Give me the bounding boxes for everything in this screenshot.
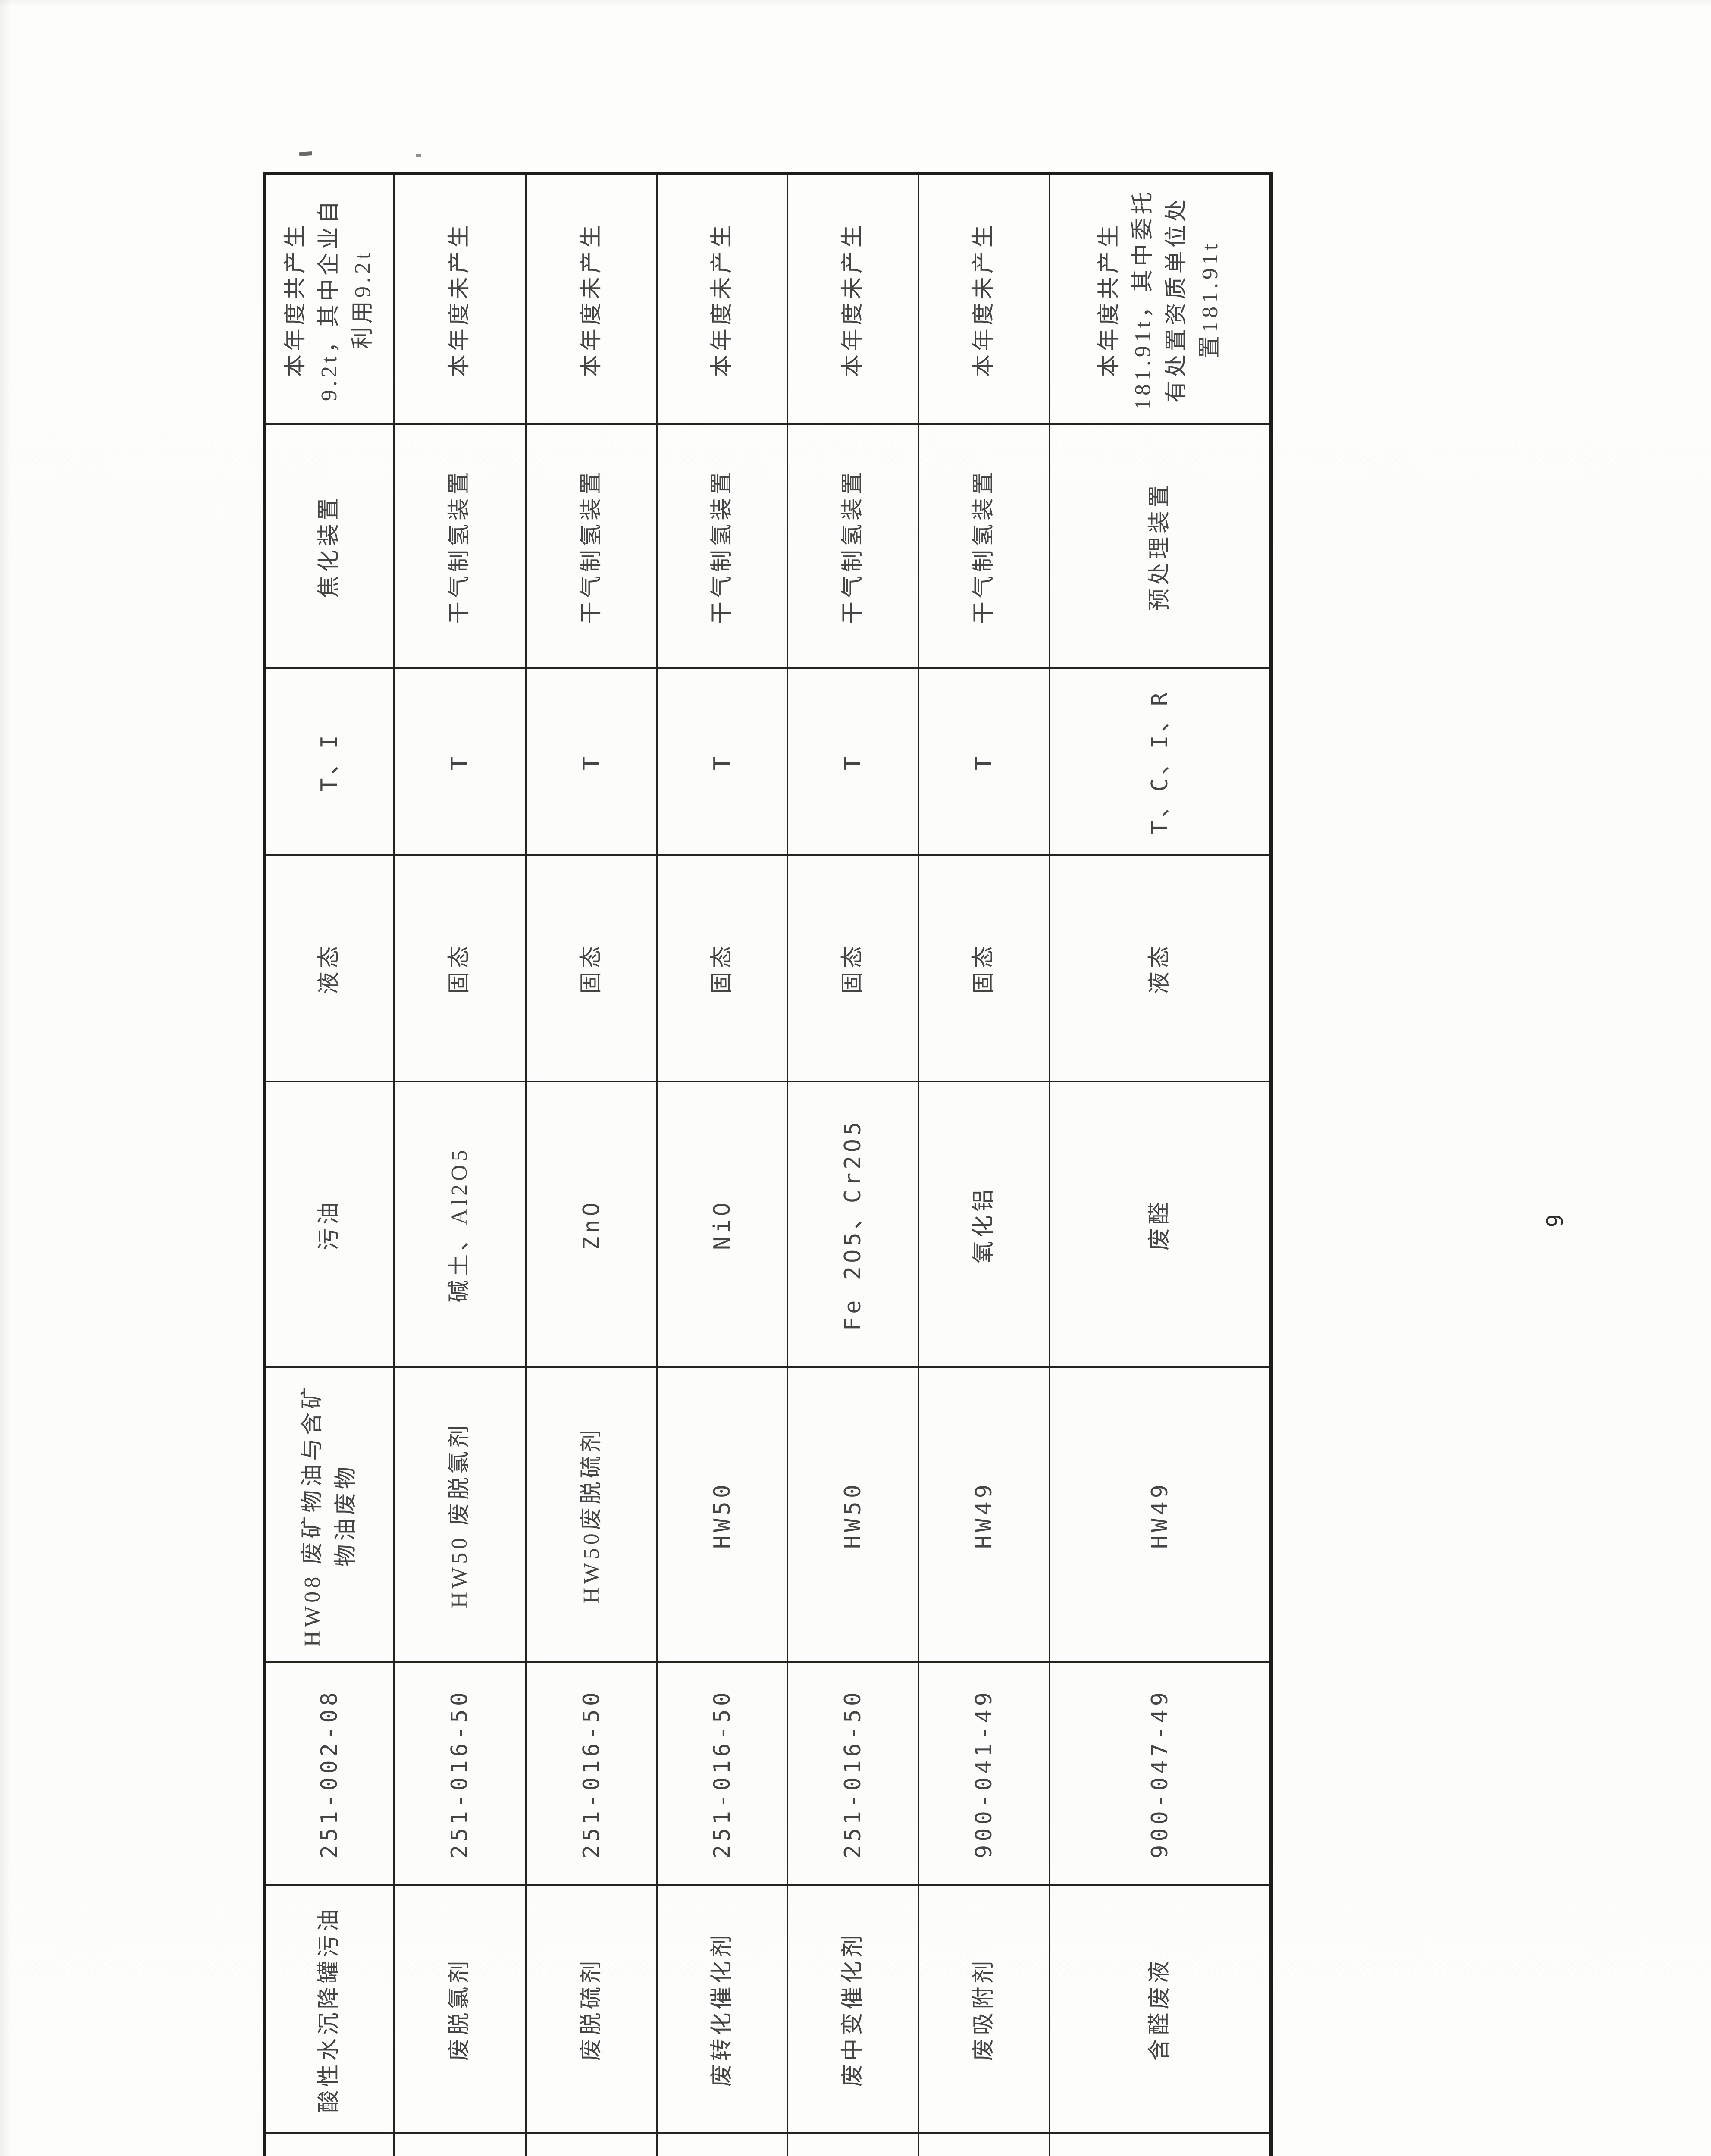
cell-waste-category: HW49: [1049, 1367, 1272, 1663]
cell-waste-name: 废吸附剂: [918, 1885, 1050, 2134]
cell-composition: 氧化铝: [918, 1081, 1050, 1368]
cell-waste-category: HW50 废脱氯剂: [393, 1367, 526, 1663]
cell-serial: 18: [657, 2133, 787, 2156]
cell-disposal-code: T: [393, 668, 526, 855]
table-row-19: 19 废中变催化剂 251-016-50 HW50 Fe 2O5、Cr2O5 固…: [787, 173, 918, 2156]
cell-facility: 干气制氢装置: [526, 424, 657, 669]
cell-facility: 干气制氢装置: [393, 424, 526, 669]
cell-serial: 16: [393, 2133, 526, 2156]
page-top-shadow: [0, 0, 1711, 6]
cell-waste-name: 酸性水沉降罐污油: [264, 1885, 394, 2134]
cell-production-status: 本年度未产生: [787, 173, 918, 424]
cell-composition: 碱土、Al2O5: [393, 1081, 526, 1368]
cell-composition: ZnO: [526, 1081, 657, 1368]
cell-composition: 废醛: [1049, 1081, 1272, 1368]
cell-waste-code: 251-016-50: [393, 1662, 526, 1885]
cell-production-status: 本年度未产生: [918, 173, 1050, 424]
cell-physical-form: 固态: [918, 855, 1050, 1082]
cell-production-status: 本年度共产生9.2t，其中企业自利用9.2t: [264, 173, 394, 424]
cell-disposal-code: T: [918, 668, 1050, 855]
cell-disposal-code: T、I: [264, 668, 394, 855]
table-row-21: 21 含醛废液 900-047-49 HW49 废醛 液态 T、C、I、R 预处…: [1049, 173, 1272, 2156]
cell-production-status: 本年度未产生: [657, 173, 787, 424]
cell-waste-code: 251-016-50: [526, 1662, 657, 1885]
hazardous-waste-registry-table: 15 酸性水沉降罐污油 251-002-08 HW08 废矿物油与含矿物油废物 …: [263, 172, 1273, 2156]
cell-physical-form: 固态: [526, 855, 657, 1082]
cell-physical-form: 固态: [393, 855, 526, 1082]
cell-serial: 17: [526, 2133, 657, 2156]
cell-waste-category: HW49: [918, 1367, 1050, 1663]
cell-composition: NiO: [657, 1081, 787, 1368]
cell-facility: 干气制氢装置: [918, 424, 1050, 669]
cell-facility: 焦化装置: [264, 424, 394, 669]
table-row-15: 15 酸性水沉降罐污油 251-002-08 HW08 废矿物油与含矿物油废物 …: [264, 173, 394, 2156]
cell-physical-form: 液态: [1049, 855, 1272, 1082]
cell-waste-code: 251-016-50: [657, 1662, 787, 1885]
cell-waste-name: 废脱氯剂: [393, 1885, 526, 2134]
waste-table: 15 酸性水沉降罐污油 251-002-08 HW08 废矿物油与含矿物油废物 …: [263, 172, 1273, 2156]
scan-speck: [416, 154, 421, 157]
cell-waste-code: 251-016-50: [787, 1662, 918, 1885]
cell-waste-code: 900-041-49: [918, 1662, 1050, 1885]
cell-waste-code: 251-002-08: [264, 1662, 394, 1885]
cell-physical-form: 固态: [657, 855, 787, 1082]
cell-disposal-code: T: [787, 668, 918, 855]
table-row-20: 20 废吸附剂 900-041-49 HW49 氧化铝 固态 T 干气制氢装置 …: [918, 173, 1050, 2156]
cell-composition: 污油: [264, 1081, 394, 1368]
cell-physical-form: 固态: [787, 855, 918, 1082]
cell-disposal-code: T: [526, 668, 657, 855]
cell-waste-category: HW50: [787, 1367, 918, 1663]
cell-disposal-code: T、C、I、R: [1049, 668, 1272, 855]
cell-waste-code: 900-047-49: [1049, 1662, 1272, 1885]
cell-production-status: 本年度未产生: [393, 173, 526, 424]
cell-waste-name: 含醛废液: [1049, 1885, 1272, 2134]
cell-facility: 干气制氢装置: [787, 424, 918, 669]
cell-production-status: 本年度未产生: [526, 173, 657, 424]
table-row-16: 16 废脱氯剂 251-016-50 HW50 废脱氯剂 碱土、Al2O5 固态…: [393, 173, 526, 2156]
cell-production-status: 本年度共产生181.91t，其中委托有处置资质单位处置181.91t: [1049, 173, 1272, 424]
cell-serial: 21: [1049, 2133, 1272, 2156]
cell-waste-name: 废中变催化剂: [787, 1885, 918, 2134]
cell-facility: 预处理装置: [1049, 424, 1272, 669]
table-row-17: 17 废脱硫剂 251-016-50 HW50废脱硫剂 ZnO 固态 T 干气制…: [526, 173, 657, 2156]
cell-serial: 15: [264, 2133, 394, 2156]
cell-waste-category: HW50废脱硫剂: [526, 1367, 657, 1663]
cell-physical-form: 液态: [264, 855, 394, 1082]
cell-composition: Fe 2O5、Cr2O5: [787, 1081, 918, 1368]
page-number: 9: [1542, 1214, 1568, 1228]
cell-waste-name: 废脱硫剂: [526, 1885, 657, 2134]
cell-waste-name: 废转化催化剂: [657, 1885, 787, 2134]
cell-serial: 19: [787, 2133, 918, 2156]
table-row-18: 18 废转化催化剂 251-016-50 HW50 NiO 固态 T 干气制氢装…: [657, 173, 787, 2156]
cell-waste-category: HW08 废矿物油与含矿物油废物: [264, 1367, 394, 1663]
cell-waste-category: HW50: [657, 1367, 787, 1663]
scan-speck: [299, 151, 313, 157]
cell-disposal-code: T: [657, 668, 787, 855]
page-edge-shadow: [0, 0, 11, 2156]
cell-serial: 20: [918, 2133, 1050, 2156]
cell-facility: 干气制氢装置: [657, 424, 787, 669]
